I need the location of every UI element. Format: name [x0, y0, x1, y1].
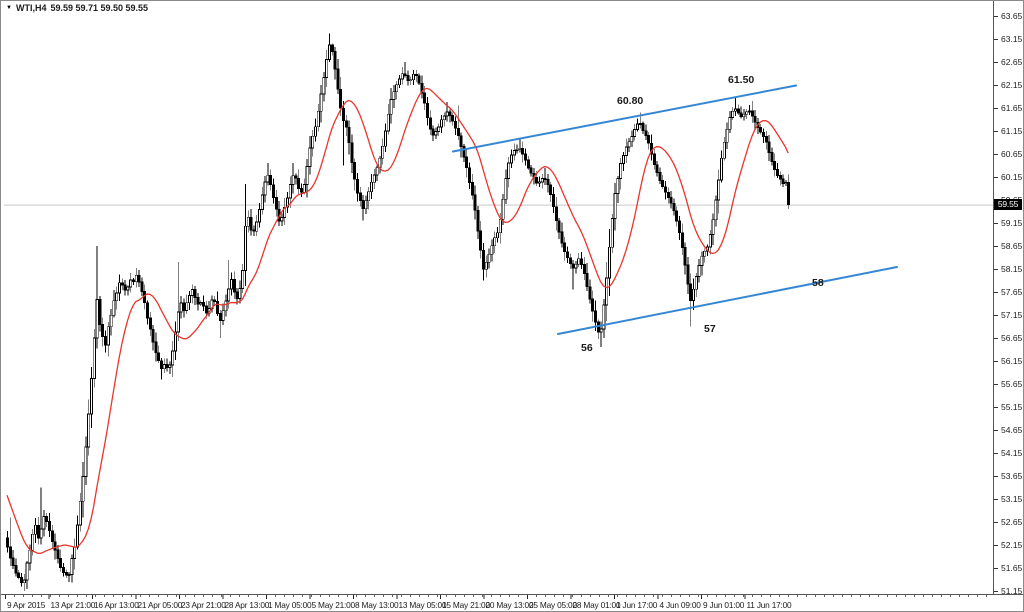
price-tick-label: 61.65: [1001, 103, 1023, 113]
time-tick-label: 13 May 05:00: [399, 600, 447, 610]
price-tick-label: 63.65: [1001, 11, 1023, 21]
level-annotation[interactable]: 60.80: [617, 95, 643, 107]
price-tick-label: 53.15: [1001, 494, 1023, 504]
price-tick-label: 52.15: [1001, 540, 1023, 550]
time-tick-label: 25 May 05:00: [529, 600, 577, 610]
level-annotation[interactable]: 61.50: [728, 74, 754, 86]
level-annotation[interactable]: 58: [812, 277, 824, 289]
price-tick-label: 54.65: [1001, 425, 1023, 435]
price-tick-label: 57.15: [1001, 310, 1023, 320]
price-tick-label: 58.65: [1001, 241, 1023, 251]
time-tick-label: 28 Apr 13:00: [225, 600, 270, 610]
price-tick-label: 55.15: [1001, 402, 1023, 412]
time-tick-label: 16 Apr 13:00: [94, 600, 139, 610]
quote-bar: ▼ WTI,H4 59.59 59.71 59.50 59.55: [6, 3, 148, 13]
time-tick-label: 9 Apr 2015: [7, 600, 46, 610]
time-tick-label: 28 May 01:00: [573, 600, 621, 610]
upper-channel-line[interactable]: [452, 84, 797, 153]
time-tick-label: 5 May 21:00: [312, 600, 356, 610]
time-tick-label: 20 May 13:00: [486, 600, 534, 610]
price-tick-label: 58.15: [1001, 264, 1023, 274]
price-tick-label: 61.15: [1001, 126, 1023, 136]
time-tick-label: 1 Jun 17:00: [616, 600, 658, 610]
moving-average-line: [6, 87, 789, 555]
time-tick-label: 23 Apr 21:00: [181, 600, 226, 610]
lower-channel-line[interactable]: [557, 266, 898, 335]
time-tick-label: 13 Apr 21:00: [51, 600, 96, 610]
time-tick-label: 9 Jun 01:00: [703, 600, 745, 610]
price-tick-label: 56.65: [1001, 333, 1023, 343]
price-tick-label: 57.65: [1001, 287, 1023, 297]
candlesticks: [6, 33, 791, 591]
time-tick-label: 4 Jun 09:00: [660, 600, 702, 610]
time-tick-label: 1 May 05:00: [268, 600, 312, 610]
time-tick-label: 11 Jun 17:00: [747, 600, 793, 610]
symbol-period-label: WTI,H4: [15, 3, 47, 13]
price-tick-label: 52.65: [1001, 517, 1023, 527]
current-price-badge: 59.55: [994, 199, 1022, 210]
price-tick-label: 59.15: [1001, 218, 1023, 228]
time-tick-label: 8 May 13:00: [355, 600, 399, 610]
price-tick-label: 60.15: [1001, 172, 1023, 182]
quote-ohlc-label: 59.59 59.71 59.50 59.55: [50, 3, 149, 13]
price-tick-label: 63.15: [1001, 34, 1023, 44]
price-tick-label: 51.15: [1001, 586, 1023, 596]
price-scale[interactable]: 63.65 63.15 62.65 62.15 61.65 61.15 60.65 60.15…: [994, 11, 1023, 596]
price-tick-label: 62.15: [1001, 80, 1023, 90]
price-tick-label: 56.15: [1001, 356, 1023, 366]
price-tick-label: 55.65: [1001, 379, 1023, 389]
price-tick-label: 60.65: [1001, 149, 1023, 159]
level-annotation[interactable]: 56: [581, 342, 593, 354]
time-tick-label: 21 Apr 05:00: [138, 600, 183, 610]
symbol-dropdown-icon[interactable]: ▼: [6, 5, 12, 11]
price-tick-label: 51.65: [1001, 563, 1023, 573]
price-tick-label: 54.15: [1001, 448, 1023, 458]
price-tick-label: 62.65: [1001, 57, 1023, 67]
time-tick-label: 15 May 21:00: [442, 600, 490, 610]
level-annotation[interactable]: 57: [704, 323, 716, 335]
price-tick-label: 53.65: [1001, 471, 1023, 481]
